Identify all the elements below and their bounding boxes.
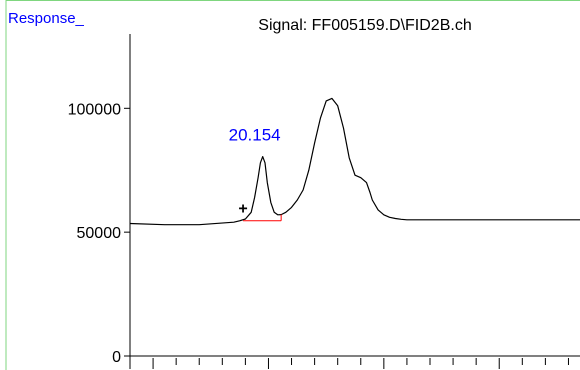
signal-trace	[129, 97, 580, 226]
y-tick-label: 0	[112, 349, 121, 366]
peak-start-marker: +	[238, 201, 247, 218]
plot-area: 0 50000 100000 20.154 +	[68, 34, 580, 369]
axis-ticks: 0 50000 100000	[68, 101, 569, 369]
peak-retention-label: 20.154	[229, 126, 281, 145]
y-tick-label: 100000	[68, 101, 121, 118]
signal-title: Signal: FF005159.D\FID2B.ch	[258, 17, 471, 34]
y-tick-label: 50000	[77, 225, 122, 242]
response-axis-label: Response_	[8, 10, 85, 27]
chart-marks: 20.154 +	[129, 97, 580, 226]
